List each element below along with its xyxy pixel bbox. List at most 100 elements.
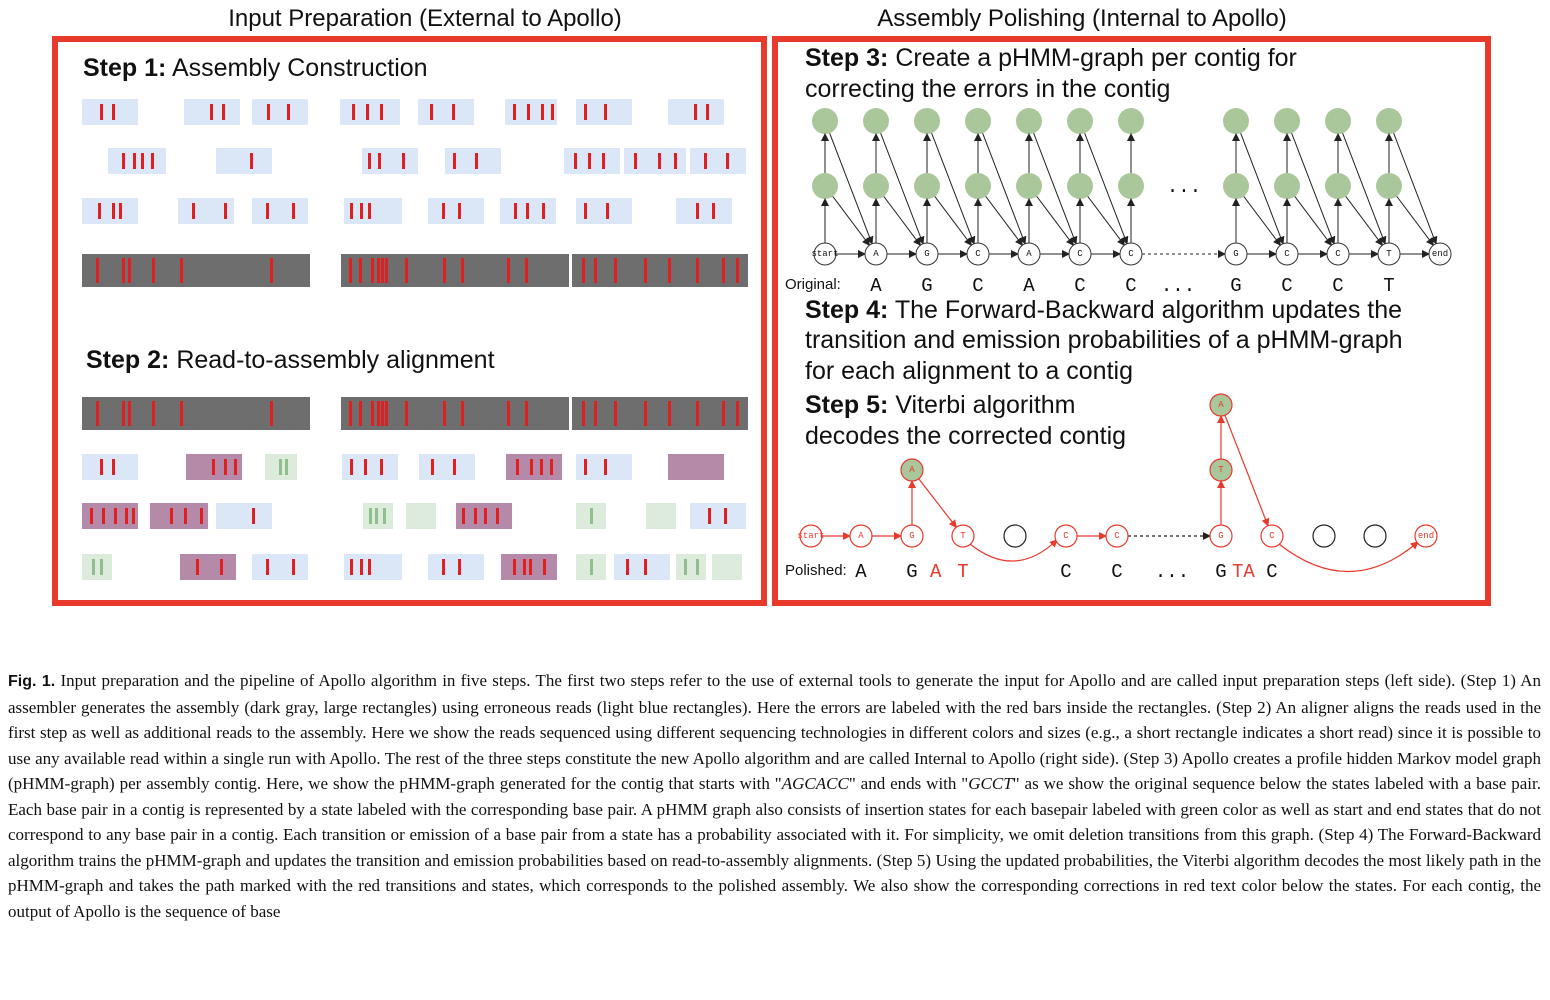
error-bar — [122, 258, 125, 283]
error-bar — [453, 153, 456, 169]
error-bar — [122, 153, 125, 169]
error-bar — [704, 153, 707, 169]
insert-state-1 — [812, 173, 838, 199]
error-bar — [443, 401, 446, 426]
transition-edge — [982, 132, 1027, 245]
read — [506, 454, 562, 480]
polished-state: A — [849, 524, 873, 548]
read — [252, 198, 308, 224]
read — [576, 99, 632, 125]
polished-label: Polished: — [785, 562, 847, 579]
insert-state-2 — [1223, 108, 1249, 134]
read — [500, 198, 556, 224]
read — [186, 454, 242, 480]
assembly-contig — [341, 254, 569, 287]
error-bar — [128, 258, 131, 283]
start-state: start — [811, 242, 839, 266]
left-section-title: Input Preparation (External to Apollo) — [228, 5, 622, 32]
error-bar — [210, 104, 213, 120]
read — [712, 554, 742, 580]
error-bar — [122, 401, 125, 426]
polished-state-circle — [1209, 524, 1233, 548]
read-rect — [340, 99, 400, 125]
error-bar — [405, 258, 408, 283]
error-bar — [634, 153, 637, 169]
read — [428, 554, 484, 580]
error-bar — [381, 401, 384, 426]
read — [456, 503, 512, 529]
error-bar — [590, 559, 593, 575]
read-rect — [419, 454, 475, 480]
error-bar — [266, 203, 269, 219]
error-bar — [100, 559, 103, 575]
read — [576, 503, 606, 529]
assembly-contig — [572, 397, 748, 430]
match-state-label: C — [1077, 249, 1083, 259]
match-state-label: T — [1386, 249, 1392, 259]
error-bar — [252, 508, 255, 524]
error-bar — [668, 401, 671, 426]
error-bar — [626, 559, 629, 575]
read — [252, 99, 308, 125]
original-base: T — [1383, 275, 1394, 297]
insert-state-1 — [1067, 173, 1093, 199]
error-bar — [507, 258, 510, 283]
error-bar — [90, 508, 93, 524]
read — [180, 554, 236, 580]
read-rect — [614, 554, 670, 580]
assembly-rect — [341, 254, 569, 287]
read — [363, 503, 393, 529]
error-bar — [96, 401, 99, 426]
error-bar — [133, 153, 136, 169]
error-bar — [220, 559, 223, 575]
error-bar — [369, 508, 372, 524]
end-state: end — [1428, 242, 1452, 266]
error-bar — [696, 401, 699, 426]
read — [576, 454, 632, 480]
error-bar — [180, 401, 183, 426]
transition-edge — [1345, 196, 1384, 246]
polished-state: C — [1105, 524, 1129, 548]
error-bar — [92, 559, 95, 575]
error-bar — [529, 559, 532, 575]
start-state-label: start — [811, 249, 838, 259]
error-bar — [352, 104, 355, 120]
read-rect — [676, 198, 732, 224]
polished-state-label: A — [858, 531, 864, 541]
error-bar — [462, 508, 465, 524]
error-bar — [383, 508, 386, 524]
read — [676, 198, 732, 224]
left-panel-frame — [52, 36, 767, 606]
read-rect — [646, 503, 676, 529]
original-base: C — [1074, 275, 1085, 297]
unused-state — [1363, 524, 1387, 548]
match-state: A — [864, 242, 888, 266]
transition-edge — [1396, 196, 1435, 246]
error-bar — [360, 559, 363, 575]
figure-caption: Fig. 1. Input preparation and the pipeli… — [8, 668, 1541, 924]
error-bar — [385, 258, 388, 283]
transition-edge — [1243, 196, 1282, 246]
error-bar — [112, 104, 115, 120]
transition-edge — [934, 196, 973, 246]
read — [108, 148, 166, 174]
transition-edge — [829, 132, 874, 245]
error-bar — [141, 153, 144, 169]
polished-insert-state-label: T — [1218, 465, 1224, 475]
read — [178, 198, 234, 224]
error-bar — [234, 459, 237, 475]
error-bar — [507, 401, 510, 426]
match-state: C — [1119, 242, 1143, 266]
polished-base: C — [1266, 561, 1277, 583]
read — [362, 148, 418, 174]
read — [576, 198, 632, 224]
error-bar — [674, 153, 677, 169]
read — [344, 198, 402, 224]
unused-state-circle — [1363, 524, 1387, 548]
error-bar — [513, 559, 516, 575]
read — [216, 503, 272, 529]
step4-heading-line2: transition and emission probabilities of… — [805, 326, 1403, 354]
polished-insert-state-label: A — [909, 465, 915, 475]
polished-state-label: C — [1063, 531, 1069, 541]
polished-insert-state-label: A — [1218, 400, 1224, 410]
